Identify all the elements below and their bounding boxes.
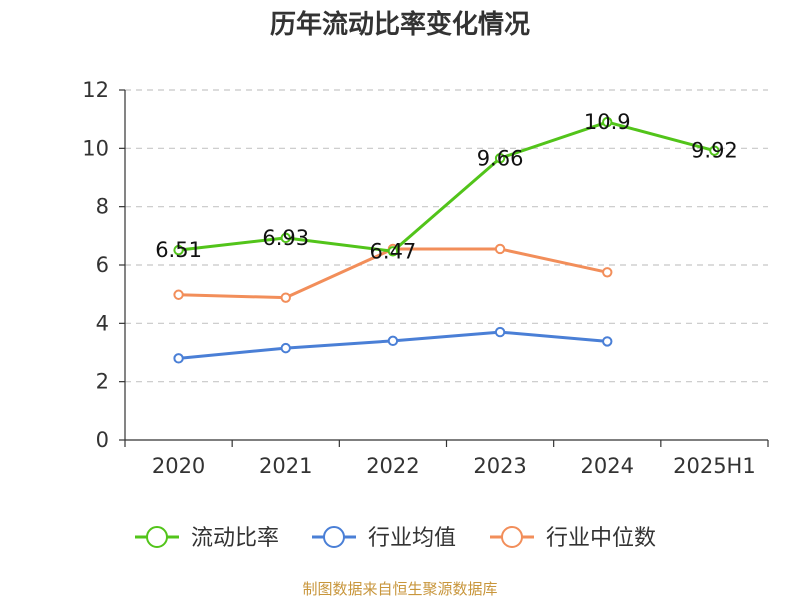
data-point[interactable] bbox=[602, 336, 613, 347]
y-tick-label: 10 bbox=[82, 136, 109, 160]
legend-label: 行业均值 bbox=[368, 526, 456, 551]
data-point[interactable] bbox=[173, 353, 184, 364]
legend-item[interactable]: 行业均值 bbox=[312, 526, 456, 551]
x-tick-label: 2020 bbox=[152, 454, 205, 478]
y-tick-label: 6 bbox=[96, 253, 109, 277]
chart-title: 历年流动比率变化情况 bbox=[270, 9, 530, 40]
data-label: 10.9 bbox=[584, 110, 631, 134]
data-point[interactable] bbox=[494, 326, 506, 338]
data-point[interactable] bbox=[280, 342, 291, 354]
data-point[interactable] bbox=[387, 246, 399, 257]
data-label: 6.51 bbox=[155, 238, 202, 262]
legend-item[interactable]: 流动比率 bbox=[135, 526, 279, 551]
data-point[interactable] bbox=[494, 153, 506, 164]
legend-swatch-marker bbox=[146, 526, 168, 548]
source-note: 制图数据来自恒生聚源数据库 bbox=[302, 580, 497, 598]
series-line bbox=[177, 120, 716, 253]
y-tick-label: 8 bbox=[96, 195, 109, 219]
data-point[interactable] bbox=[173, 244, 184, 256]
data-point[interactable] bbox=[709, 145, 720, 156]
x-tick-label: 2021 bbox=[259, 454, 312, 478]
x-tick-label: 2024 bbox=[581, 454, 634, 478]
y-tick-label: 2 bbox=[96, 370, 109, 394]
data-point[interactable] bbox=[494, 243, 506, 255]
legend-swatch-marker bbox=[323, 526, 345, 548]
data-point[interactable] bbox=[602, 267, 613, 278]
data-label: 9.66 bbox=[477, 146, 524, 170]
legend[interactable]: 流动比率 行业均值 行业中位数 bbox=[135, 526, 656, 551]
legend-label: 行业中位数 bbox=[546, 526, 656, 551]
data-point[interactable] bbox=[280, 292, 291, 303]
legend-label: 流动比率 bbox=[191, 526, 279, 551]
x-tick-label: 2023 bbox=[473, 454, 526, 478]
y-tick-label: 4 bbox=[96, 311, 109, 335]
data-point[interactable] bbox=[173, 289, 184, 300]
axes: 0 2 4 6 8 10 12 2020 2021 2022 2023 2024 2025H1 bbox=[82, 78, 769, 478]
data-labels: 6.51 6.93 6.47 9.66 10.9 9.92 bbox=[155, 110, 738, 263]
data-label: 9.92 bbox=[691, 139, 738, 163]
data-label: 6.47 bbox=[370, 239, 417, 263]
y-tick-label: 0 bbox=[96, 428, 109, 452]
series-lines bbox=[173, 116, 720, 364]
data-label: 6.93 bbox=[262, 226, 309, 250]
data-point[interactable] bbox=[602, 116, 613, 128]
data-point[interactable] bbox=[387, 335, 399, 347]
data-point[interactable] bbox=[280, 232, 291, 244]
legend-item[interactable]: 行业中位数 bbox=[490, 526, 656, 551]
y-tick-label: 12 bbox=[82, 78, 109, 102]
x-tick-label: 2025H1 bbox=[673, 454, 756, 478]
legend-swatch-marker bbox=[501, 526, 523, 548]
x-tick-label: 2022 bbox=[366, 454, 419, 478]
